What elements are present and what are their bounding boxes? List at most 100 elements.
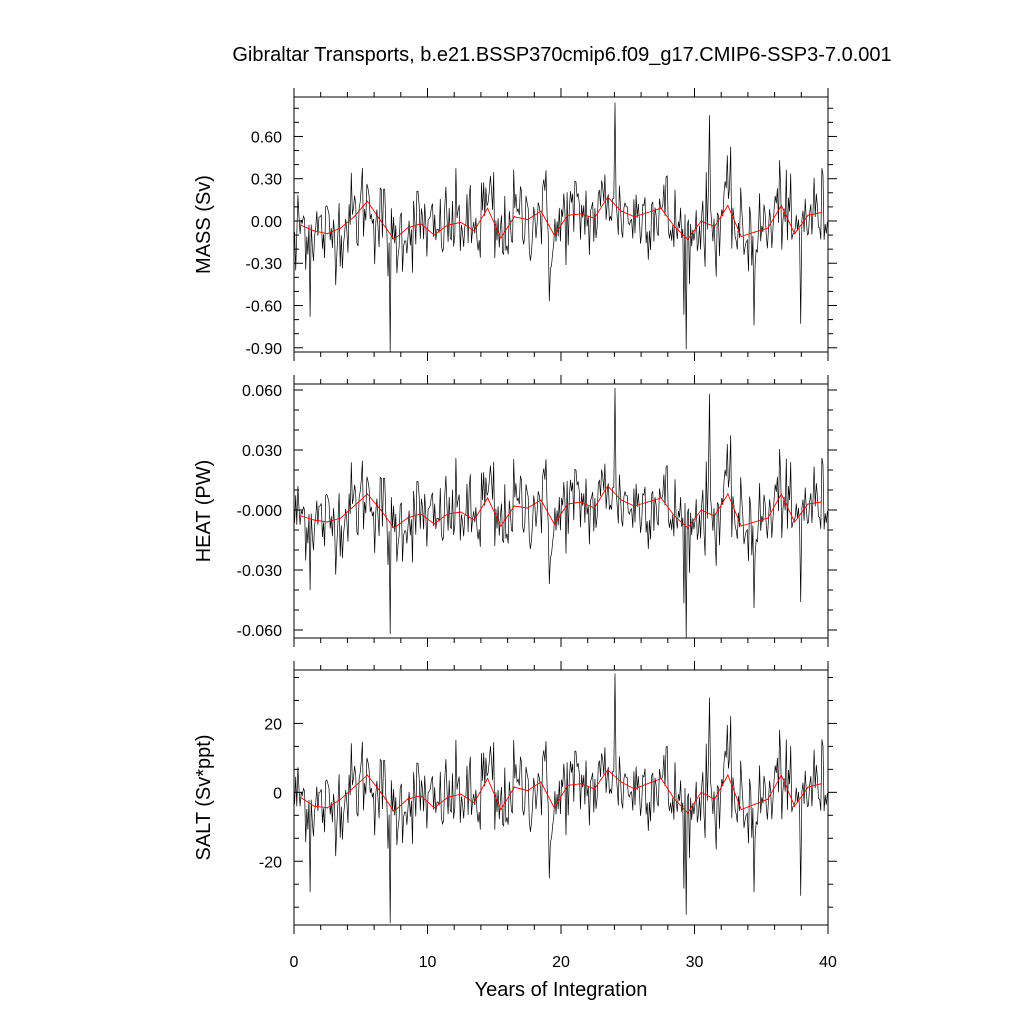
annual-mean-point: [807, 214, 809, 216]
annual-mean-point: [593, 788, 595, 790]
annual-mean-point: [300, 796, 302, 799]
annual-mean-point: [713, 798, 716, 800]
annual-mean-point: [740, 808, 742, 811]
y-tick-label: 0.00: [251, 214, 282, 231]
annual-mean-point: [473, 519, 475, 521]
annual-mean-point: [540, 499, 542, 501]
annual-mean-point: [393, 527, 395, 529]
annual-mean-point: [486, 207, 489, 209]
annual-mean-point: [687, 238, 689, 240]
annual-mean-line: [300, 485, 822, 529]
annual-mean-point: [593, 217, 595, 219]
annual-mean-point: [767, 517, 769, 519]
mass-panel: 0.60 0.30 0.00 -0.30 -0.60 -0.90 MASS (Sv): [193, 88, 837, 361]
y-tick-label: 0.30: [251, 172, 282, 189]
annual-mean-point: [740, 235, 742, 238]
y-tick-label: 0.030: [242, 443, 282, 460]
annual-mean-point: [540, 210, 542, 212]
annual-mean-point: [767, 227, 769, 229]
annual-mean-point: [473, 802, 475, 804]
heat-panel: 0.060 0.030 -0.000 -0.030 -0.060 HEAT (PW): [193, 375, 837, 647]
annual-mean-point: [513, 786, 515, 788]
y-tick-label: -0.000: [237, 503, 282, 520]
annual-mean-point: [567, 784, 569, 787]
annual-mean-point: [340, 227, 342, 229]
y-tick-label: 0.60: [251, 129, 282, 146]
annual-mean-point: [807, 503, 809, 505]
annual-mean-point: [753, 521, 756, 523]
annual-mean-point: [607, 769, 609, 771]
annual-mean-point: [700, 791, 702, 793]
annual-mean-point: [700, 220, 702, 222]
annual-mean-point: [366, 493, 369, 495]
annual-mean-point: [340, 517, 342, 519]
annual-mean-point: [794, 805, 796, 807]
annual-mean-point: [473, 230, 475, 232]
annual-mean-point: [687, 812, 689, 814]
annual-mean-point: [660, 777, 662, 780]
annual-mean-point: [326, 233, 328, 235]
annual-mean-point: [527, 790, 529, 792]
annual-mean-point: [607, 485, 609, 487]
x-tick-label: 10: [419, 954, 437, 971]
monthly-series-line: [294, 673, 828, 924]
y-tick-label: 0.060: [242, 383, 282, 400]
annual-mean-point: [767, 798, 769, 800]
annual-mean-point: [567, 214, 569, 216]
x-tick-label: 40: [819, 954, 837, 971]
y-tick-label: -0.030: [237, 563, 282, 580]
annual-mean-point: [486, 497, 489, 499]
annual-mean-point: [380, 509, 382, 511]
y-tick-label: -0.90: [246, 341, 283, 358]
y-axis-label: SALT (Sv*ppt): [193, 735, 215, 861]
annual-mean-point: [673, 798, 676, 800]
annual-mean-point: [460, 511, 462, 513]
annual-mean-point: [794, 233, 796, 235]
annual-mean-point: [326, 521, 328, 523]
x-tick-label: 20: [552, 954, 570, 971]
annual-mean-point: [620, 499, 622, 501]
annual-mean-point: [713, 515, 716, 517]
annual-mean-point: [740, 525, 742, 527]
annual-mean-point: [380, 220, 382, 222]
y-tick-label: 20: [264, 716, 282, 733]
annual-mean-point: [820, 783, 822, 785]
annual-mean-point: [313, 519, 315, 521]
annual-mean-point: [580, 783, 582, 785]
annual-mean-point: [406, 798, 409, 800]
annual-mean-point: [727, 774, 729, 776]
annual-mean-point: [486, 777, 489, 780]
annual-mean-point: [780, 774, 782, 776]
annual-mean-point: [673, 515, 676, 517]
annual-mean-point: [593, 507, 595, 509]
annual-mean-point: [500, 525, 502, 527]
y-tick-label: -0.30: [246, 256, 283, 273]
annual-mean-point: [780, 493, 782, 495]
salt-panel: 20 0 -20 0 10 20 30 40 SALT (Sv*ppt): [193, 661, 837, 971]
annual-mean-point: [313, 230, 315, 232]
monthly-series-line: [294, 102, 828, 353]
annual-mean-line: [300, 769, 822, 814]
annual-mean-point: [300, 224, 302, 226]
annual-mean-point: [753, 803, 756, 805]
y-tick-label: -20: [259, 854, 282, 871]
annual-mean-point: [620, 781, 622, 783]
annual-mean-point: [527, 218, 529, 221]
annual-mean-point: [313, 805, 315, 807]
x-tick-label: 0: [290, 954, 299, 971]
annual-mean-point: [567, 503, 569, 505]
annual-mean-point: [433, 523, 435, 525]
chart-title: Gibraltar Transports, b.e21.BSSP370cmip6…: [232, 44, 892, 66]
annual-mean-point: [660, 497, 662, 499]
annual-mean-point: [500, 237, 502, 239]
annual-mean-point: [513, 505, 515, 507]
annual-mean-point: [366, 774, 369, 776]
annual-mean-point: [393, 238, 395, 240]
annual-mean-point: [446, 513, 449, 515]
annual-mean-point: [446, 224, 449, 226]
annual-mean-point: [353, 216, 355, 218]
annual-mean-point: [500, 808, 502, 811]
annual-mean-point: [633, 505, 636, 507]
annual-mean-point: [647, 501, 649, 503]
